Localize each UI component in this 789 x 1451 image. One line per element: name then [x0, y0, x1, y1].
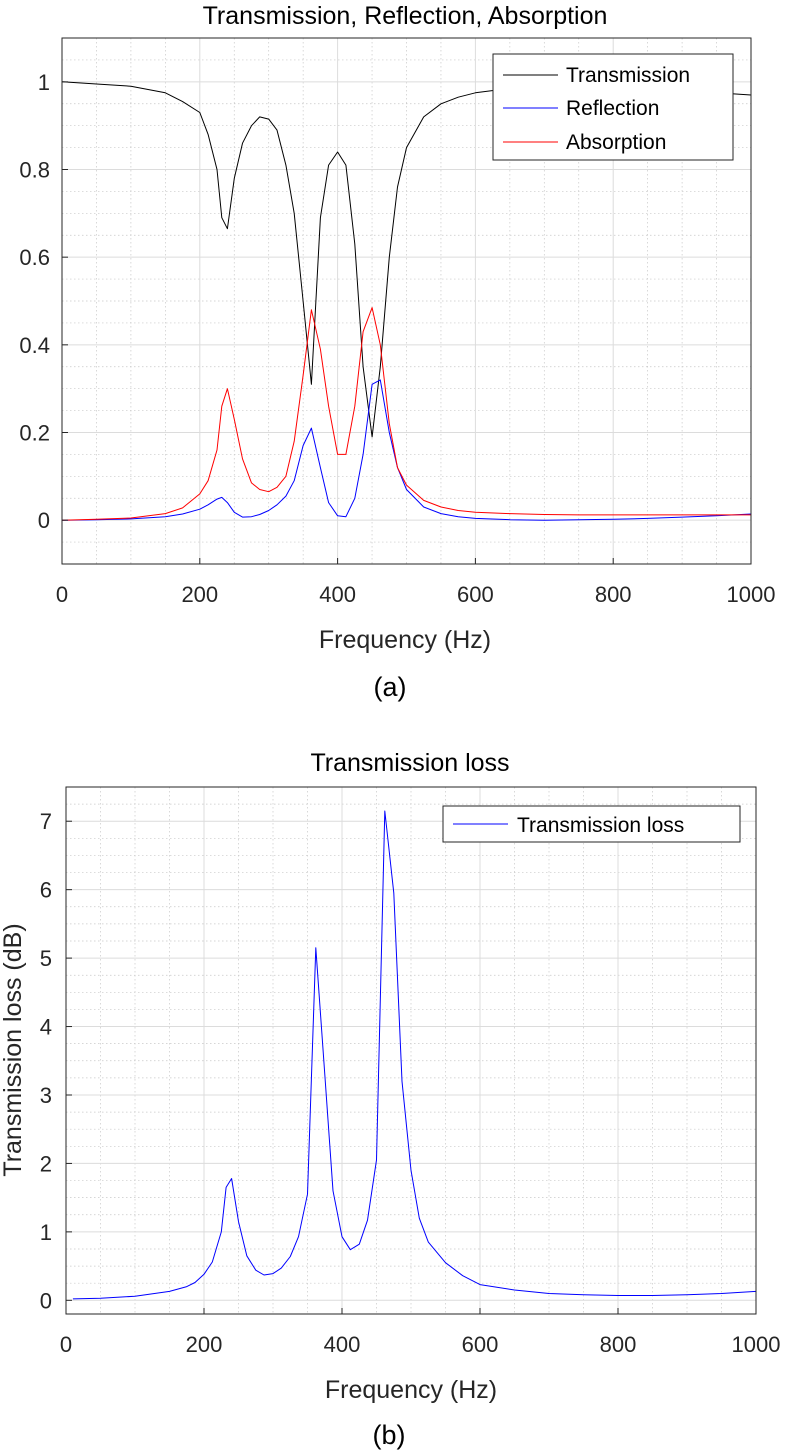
- y-tick-label: 5: [40, 946, 52, 971]
- x-tick-label: 200: [181, 582, 218, 607]
- legend-label-absorption: Absorption: [566, 131, 666, 154]
- x-tick-label: 800: [600, 1332, 637, 1357]
- chart-a-axes-box: [61, 37, 752, 565]
- y-tick-label: 7: [40, 809, 52, 834]
- chart-a-title: Transmission, Reflection, Absorption: [203, 2, 608, 30]
- chart-a-caption: (a): [374, 672, 407, 702]
- legend-label-transmission: Transmission: [566, 64, 690, 87]
- chart-a-y-ticks: 0 0.2 0.4 0.6 0.8 1: [19, 70, 68, 533]
- chart-b-y-ticks: 0 1 2 3 4 5 6 7: [40, 809, 72, 1313]
- y-tick-label: 6: [40, 878, 52, 903]
- chart-b: Transmission loss 0 200 400 600 800 1000 0 1 2 3…: [0, 749, 780, 1450]
- y-tick-label: 2: [40, 1151, 52, 1176]
- series-line-transmission-loss: [72, 810, 757, 1300]
- chart-b-title: Transmission loss: [310, 749, 509, 777]
- y-tick-label: 0: [40, 1288, 52, 1313]
- chart-b-legend: Transmission loss: [442, 805, 741, 843]
- x-tick-label: 200: [186, 1332, 223, 1357]
- x-tick-label: 600: [462, 1332, 499, 1357]
- chart-b-x-axis-label: Frequency (Hz): [325, 1376, 497, 1404]
- x-tick-label: 800: [595, 582, 632, 607]
- y-tick-label: 4: [40, 1015, 52, 1040]
- y-tick-label: 0.4: [19, 333, 50, 358]
- x-tick-label: 0: [60, 1332, 72, 1357]
- chart-a-x-axis-label: Frequency (Hz): [319, 626, 491, 654]
- chart-a-x-ticks: 0 200 400 600 800 1000: [56, 558, 776, 607]
- chart-a-legend: Transmission Reflection Absorption: [492, 53, 734, 161]
- chart-b-x-ticks: 0 200 400 600 800 1000: [60, 1308, 781, 1357]
- x-tick-label: 0: [56, 582, 68, 607]
- y-tick-label: 0.2: [19, 421, 50, 446]
- chart-b-minor-grid: [66, 786, 756, 1314]
- chart-b-series: [72, 810, 757, 1300]
- y-tick-label: 0.6: [19, 245, 50, 270]
- chart-b-y-axis-label: Transmission loss (dB): [0, 923, 27, 1176]
- chart-a: Transmission, Reflection, Absorption 0 20…: [19, 2, 775, 702]
- y-tick-label: 0: [38, 508, 50, 533]
- x-tick-label: 400: [324, 1332, 361, 1357]
- y-tick-label: 0.8: [19, 158, 50, 183]
- chart-b-plot-area: [66, 787, 756, 1314]
- y-tick-label: 1: [40, 1220, 52, 1245]
- x-tick-label: 1000: [732, 1332, 781, 1357]
- series-line-absorption: [61, 307, 751, 521]
- chart-b-major-grid: [65, 787, 757, 1314]
- legend-label-transmission-loss: Transmission loss: [517, 814, 684, 837]
- x-tick-label: 1000: [727, 582, 776, 607]
- chart-b-caption: (b): [373, 1420, 406, 1450]
- x-tick-label: 600: [457, 582, 494, 607]
- x-tick-label: 400: [319, 582, 356, 607]
- legend-label-reflection: Reflection: [566, 97, 659, 120]
- series-line-reflection: [61, 379, 752, 521]
- chart-b-axes-box: [65, 786, 757, 1315]
- y-tick-label: 3: [40, 1083, 52, 1108]
- y-tick-label: 1: [38, 70, 50, 95]
